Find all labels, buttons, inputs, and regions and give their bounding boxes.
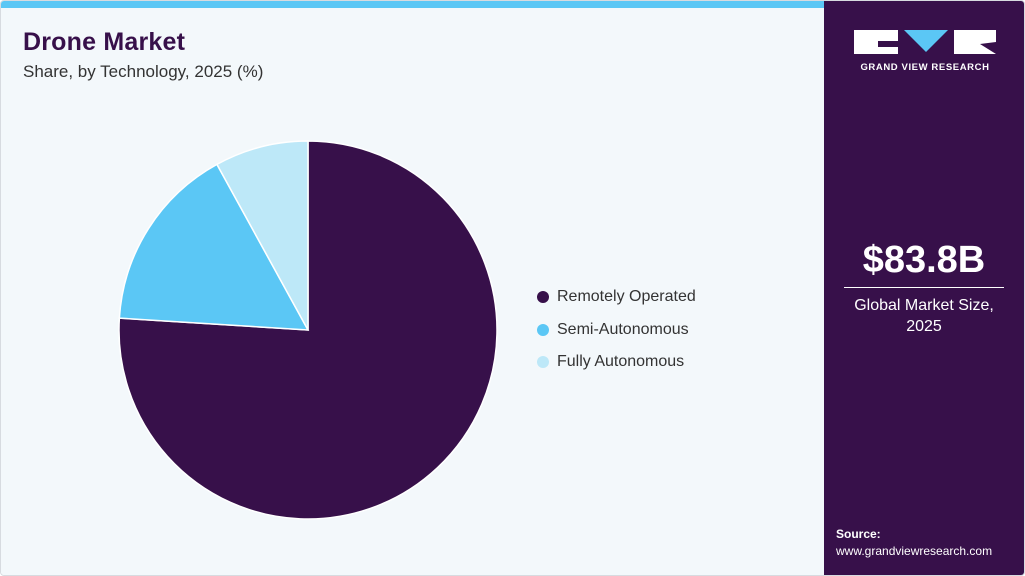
legend-label: Remotely Operated (557, 288, 696, 305)
source-label: Source: (836, 527, 881, 541)
legend-item: Remotely Operated (537, 286, 696, 308)
grand-view-research-logo: GRAND VIEW RESEARCH (854, 28, 996, 78)
legend-marker (537, 291, 549, 303)
legend-label: Fully Autonomous (557, 353, 685, 370)
summary-sidebar: GRAND VIEW RESEARCH $83.8B Global Market… (824, 1, 1024, 575)
pie-chart (118, 140, 498, 520)
accent-bar (1, 1, 824, 8)
source-note: Source: www.grandviewresearch.com (836, 526, 992, 560)
legend-item: Semi-Autonomous (537, 319, 696, 341)
pie-slice-fully-autonomous (215, 140, 309, 331)
logo-mark-icon (854, 30, 996, 54)
logo-text: GRAND VIEW RESEARCH (860, 62, 990, 73)
chart-title: Drone Market (23, 28, 186, 56)
caption-line-2: 2025 (906, 318, 942, 335)
legend-marker (537, 323, 549, 336)
legend-marker (537, 356, 549, 368)
chart-panel: Drone Market Share, by Technology, 2025 … (1, 1, 824, 575)
source-url[interactable]: www.grandviewresearch.com (836, 544, 993, 558)
chart-legend: Remotely Operated Semi-Autonomous Fully Au… (537, 286, 696, 384)
market-size-value: $83.8B (862, 239, 986, 281)
caption-line-1: Global Market Size, (854, 297, 994, 314)
legend-label: Semi-Autonomous (557, 320, 689, 338)
market-size-caption: Global Market Size, 2025 (834, 295, 1014, 337)
legend-item: Fully Autonomous (537, 351, 696, 373)
divider (844, 287, 1004, 288)
pie-slice-semi-autonomous (118, 163, 310, 331)
chart-subtitle: Share, by Technology, 2025 (%) (23, 62, 264, 81)
